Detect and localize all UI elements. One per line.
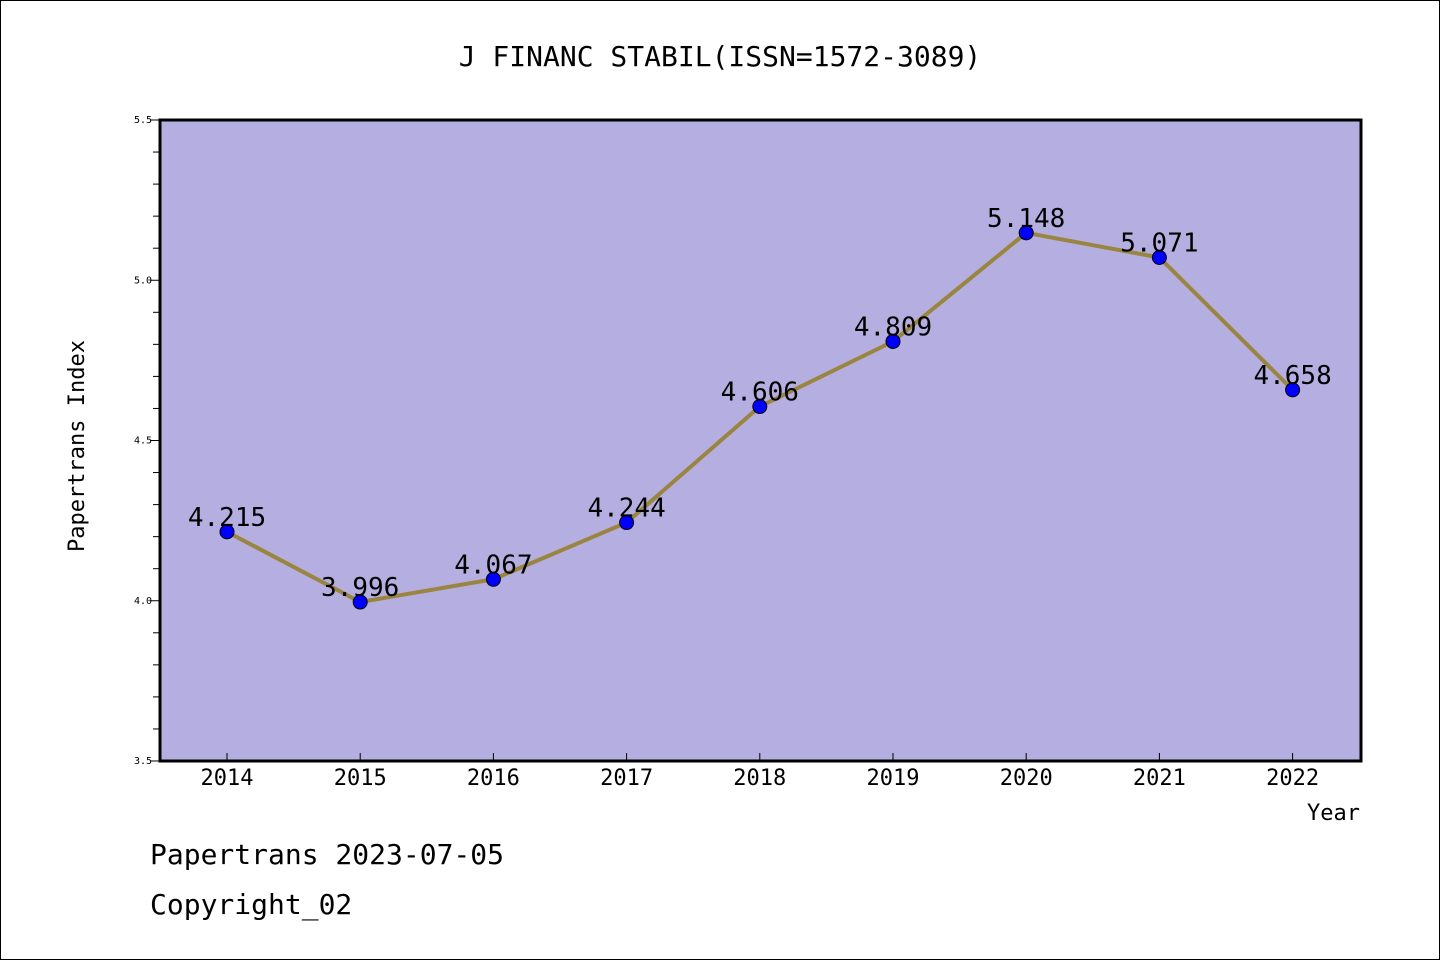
x-tick-label: 2015 xyxy=(334,766,387,791)
data-label: 4.244 xyxy=(587,494,665,524)
x-tick-label: 2017 xyxy=(600,766,653,791)
x-tick-label: 2018 xyxy=(733,766,786,791)
x-tick-label: 2020 xyxy=(1000,766,1053,791)
data-point xyxy=(1151,249,1167,265)
y-tick-label: 3.5 xyxy=(134,756,152,767)
x-tick-label: 2019 xyxy=(867,766,920,791)
x-tick-label: 2014 xyxy=(201,766,254,791)
y-axis: 3.5 4.0 4.5 5.0 5.5 xyxy=(134,115,160,767)
plot-area xyxy=(158,118,1363,763)
data-label: 3.996 xyxy=(321,573,399,603)
data-point xyxy=(1285,382,1301,398)
data-label: 4.067 xyxy=(454,550,532,580)
y-axis-label: Papertrans Index xyxy=(65,340,90,552)
data-label: 5.071 xyxy=(1120,228,1198,258)
footer-date: Papertrans 2023-07-05 xyxy=(150,838,504,871)
y-tick-label: 4.0 xyxy=(134,596,152,607)
x-tick-label: 2021 xyxy=(1133,766,1186,791)
x-axis: 2014 2015 2016 2017 2018 2019 2020 2021 2022 xyxy=(201,753,1319,791)
y-tick-label: 4.5 xyxy=(134,436,152,447)
data-point xyxy=(752,399,768,415)
data-point xyxy=(352,594,368,610)
data-label: 4.215 xyxy=(188,503,266,533)
data-label: 4.809 xyxy=(854,312,932,342)
data-point xyxy=(885,333,901,349)
data-point xyxy=(619,515,635,531)
x-axis-label: Year xyxy=(1307,801,1360,826)
x-tick-label: 2022 xyxy=(1266,766,1319,791)
data-label: 4.606 xyxy=(721,378,799,408)
footer-copyright: Copyright_02 xyxy=(150,888,352,922)
data-markers xyxy=(219,225,1301,610)
y-tick-label: 5.0 xyxy=(134,275,152,286)
data-point xyxy=(219,524,235,540)
data-labels: 4.215 3.996 4.067 4.244 4.606 4.809 5.148 5.071… xyxy=(188,204,1332,603)
x-tick-label: 2016 xyxy=(467,766,520,791)
y-tick-label: 5.5 xyxy=(134,115,152,126)
data-label: 4.658 xyxy=(1253,361,1331,391)
chart-title: J FINANC STABIL(ISSN=1572-3089) xyxy=(459,40,982,73)
data-label: 5.148 xyxy=(987,204,1065,234)
data-point xyxy=(485,571,501,587)
data-point xyxy=(1018,225,1034,241)
